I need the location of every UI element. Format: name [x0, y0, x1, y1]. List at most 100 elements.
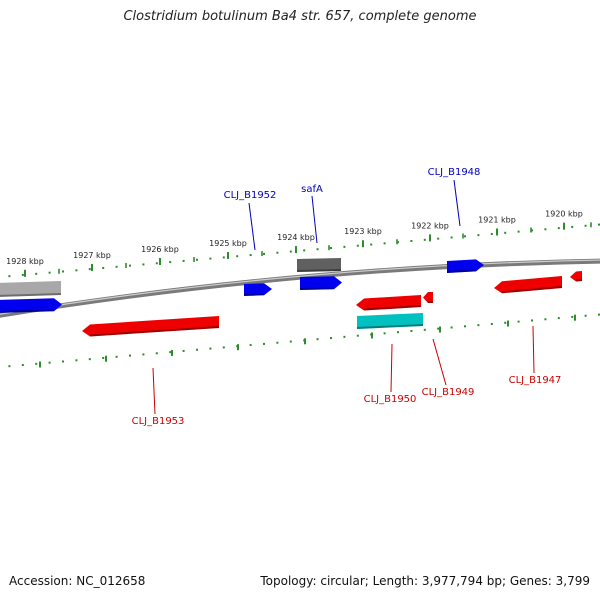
- gene-label-CLJ_B1953: CLJ_B1953: [132, 416, 185, 427]
- upper-scale-minor-tick: [289, 250, 292, 253]
- scale-tick-label: 1927 kbp: [73, 251, 111, 260]
- upper-scale-minor-tick: [102, 266, 105, 269]
- scale-tick-label: 1924 kbp: [277, 233, 315, 242]
- gene-label-CLJ_B1950-leader: [390, 343, 393, 393]
- upper-scale-minor-tick: [142, 263, 145, 266]
- gene-labels: CLJ_B1952 safA CLJ_B1948 CLJ_B1953 CLJ_B1950…: [132, 167, 562, 427]
- lower-scale-minor-tick: [75, 359, 78, 362]
- upper-scale-minor-tick: [584, 224, 587, 227]
- lower-scale-minor-tick: [102, 356, 105, 359]
- upper-scale-minor-tick: [316, 248, 319, 251]
- gene-feature-CLJ_B1947: [494, 276, 563, 294]
- lower-scale-minor-tick: [490, 322, 493, 325]
- lower-scale-minor-tick: [169, 351, 172, 354]
- lower-scale-minor-tick: [196, 348, 198, 351]
- lower-scale-minor-tick: [289, 340, 292, 343]
- upper-scale-minor-tick: [356, 244, 359, 247]
- upper-scale-minor-tick: [410, 240, 413, 243]
- lower-scale-minor-tick: [48, 361, 51, 364]
- upper-scale-minor-tick: [504, 231, 507, 234]
- upper-scale-minor-tick: [263, 252, 265, 255]
- upper-scale-minor-tick: [303, 249, 306, 252]
- label-leader-lines: [152, 179, 535, 415]
- upper-scale-minor-tick: [115, 265, 118, 268]
- scale-tick-label: 1926 kbp: [141, 245, 179, 254]
- upper-scale-ticks: 1928 kbp 1927 kbp 1926 kbp 1925 kbp 1924 kbp…: [6, 210, 600, 278]
- gene-feature-safA: [299, 276, 342, 290]
- lower-scale-minor-tick: [155, 352, 158, 355]
- lower-scale-minor-tick: [182, 349, 185, 352]
- lower-scale-minor-tick: [517, 320, 520, 323]
- upper-scale-minor-tick: [450, 236, 453, 239]
- lower-scale-minor-tick: [423, 328, 426, 331]
- lower-scale-minor-tick: [410, 330, 413, 333]
- upper-scale-minor-tick: [477, 234, 480, 237]
- lower-scale-minor-tick: [584, 314, 587, 317]
- upper-scale-minor-tick: [517, 230, 520, 233]
- lower-scale-minor-tick: [557, 317, 560, 320]
- gene-feature-reverse-edge: [570, 271, 583, 282]
- upper-scale-minor-tick: [48, 271, 51, 274]
- lower-scale-minor-tick: [450, 326, 453, 329]
- lower-scale-minor-tick: [62, 360, 64, 363]
- lower-scale-minor-tick: [249, 344, 252, 347]
- upper-scale-minor-tick: [276, 251, 279, 254]
- lower-scale-minor-tick: [209, 347, 212, 350]
- upper-scale-minor-tick: [35, 272, 38, 275]
- accession-text: Accession: NC_012658: [9, 574, 146, 588]
- scale-tick-label: 1923 kbp: [344, 227, 382, 236]
- gene-label-CLJ_B1947-leader: [532, 325, 535, 374]
- upper-scale-minor-tick: [330, 247, 332, 250]
- lower-scale-minor-tick: [477, 324, 480, 327]
- upper-scale-minor-tick: [169, 261, 172, 264]
- scale-tick-label: 1922 kbp: [411, 221, 449, 230]
- upper-scale-minor-tick: [21, 274, 24, 277]
- upper-scale-minor-tick: [370, 243, 373, 246]
- lower-scale-minor-tick: [464, 325, 466, 328]
- lower-scale-ticks: [8, 313, 600, 368]
- gene-label-CLJ_B1953-leader: [152, 367, 156, 415]
- gene-feature-CLJ_B1949: [423, 292, 433, 303]
- upper-scale-minor-tick: [383, 242, 386, 245]
- scale-tick-label: 1925 kbp: [209, 239, 247, 248]
- upper-scale-minor-tick: [397, 241, 399, 244]
- upper-scale-minor-tick: [196, 258, 198, 261]
- gene-feature-rna: [356, 313, 424, 329]
- upper-scale-minor-tick: [222, 256, 225, 259]
- gene-label-safA-leader: [311, 195, 318, 244]
- gene-label-CLJ_B1947: CLJ_B1947: [509, 375, 562, 386]
- gene-feature-CLJ_B1953: [82, 316, 220, 337]
- gene-label-CLJ_B1948: CLJ_B1948: [428, 167, 481, 178]
- lower-scale-minor-tick: [263, 342, 265, 345]
- gene-feature-safA-pseudo: [296, 258, 342, 272]
- upper-scale-minor-tick: [129, 264, 131, 267]
- gene-features: [0, 258, 583, 337]
- lower-scale-minor-tick: [437, 327, 440, 330]
- lower-scale-minor-tick: [397, 331, 399, 334]
- upper-scale-minor-tick: [437, 237, 440, 240]
- lower-scale-minor-tick: [571, 315, 574, 318]
- lower-scale-minor-tick: [356, 334, 359, 337]
- gene-label-CLJ_B1952-leader: [248, 202, 256, 251]
- lower-scale-minor-tick: [504, 321, 507, 324]
- lower-scale-minor-tick: [544, 318, 547, 321]
- lower-scale-minor-tick: [142, 353, 145, 356]
- gene-label-CLJ_B1950: CLJ_B1950: [364, 394, 417, 405]
- genome-title: Clostridium botulinum Ba4 str. 657, comp…: [123, 9, 477, 24]
- lower-scale-minor-tick: [88, 358, 91, 361]
- topology-text: Topology: circular; Length: 3,977,794 bp…: [260, 574, 590, 588]
- upper-scale-minor-tick: [155, 262, 158, 265]
- lower-scale-minor-tick: [129, 354, 131, 357]
- gene-label-CLJ_B1949-leader: [432, 338, 447, 386]
- upper-scale-minor-tick: [62, 270, 64, 273]
- gene-feature-forward: [0, 298, 62, 313]
- upper-scale-minor-tick: [544, 228, 547, 231]
- lower-scale-minor-tick: [330, 337, 332, 340]
- upper-scale-minor-tick: [88, 268, 91, 271]
- upper-scale-minor-tick: [464, 235, 466, 238]
- scale-tick-label: 1920 kbp: [545, 210, 583, 219]
- gene-feature-CLJ_B1950: [356, 295, 422, 311]
- gene-feature-CLJ_B1948: [446, 259, 484, 273]
